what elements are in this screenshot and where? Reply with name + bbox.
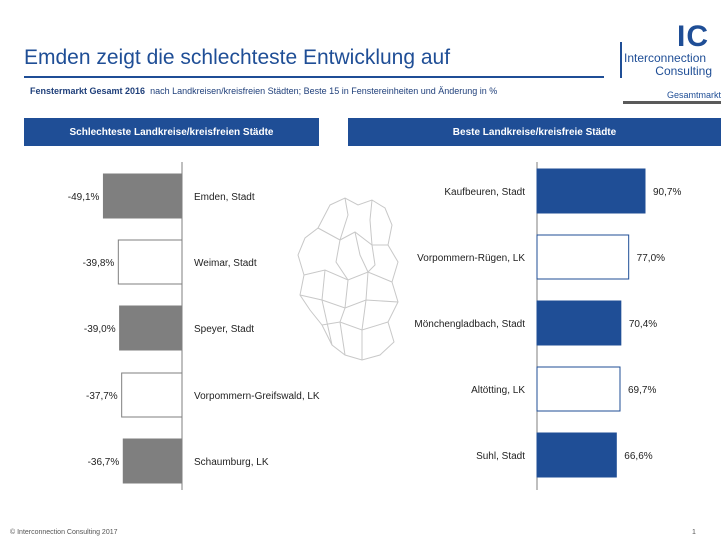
right-bar xyxy=(536,366,621,412)
right-bar-value-label: 90,7% xyxy=(653,187,681,198)
left-bar xyxy=(117,239,183,285)
logo-mark: IC xyxy=(677,20,709,53)
left-bar-category-label: Schaumburg, LK xyxy=(194,457,269,468)
left-bar-value-label: -49,1% xyxy=(68,192,100,203)
left-bar xyxy=(122,438,183,484)
title-divider xyxy=(24,76,604,78)
logo-line1: Interconnection xyxy=(624,51,707,65)
left-bar-category-label: Emden, Stadt xyxy=(194,192,255,203)
left-panel-header: Schlechteste Landkreise/kreisfreien Städ… xyxy=(24,118,319,146)
left-bar-value-label: -39,8% xyxy=(83,258,115,269)
right-bar-value-label: 77,0% xyxy=(637,253,665,264)
left-bar-category-label: Speyer, Stadt xyxy=(194,324,254,335)
right-bar-category-label: Vorpommern-Rügen, LK xyxy=(417,253,525,264)
left-bar xyxy=(102,173,183,219)
right-bar-value-label: 70,4% xyxy=(629,319,657,330)
right-bar xyxy=(536,300,622,346)
left-bar xyxy=(121,372,183,418)
right-bar-category-label: Suhl, Stadt xyxy=(476,451,525,462)
left-bar-category-label: Vorpommern-Greifswald, LK xyxy=(194,391,320,402)
page-subtitle: Fenstermarkt Gesamt 2016 nach Landkreise… xyxy=(30,86,497,96)
company-logo: IC Interconnection Consulting xyxy=(620,22,718,78)
logo-bar xyxy=(620,42,622,78)
right-bar xyxy=(536,432,617,478)
left-bar-value-label: -36,7% xyxy=(88,457,120,468)
right-bar xyxy=(536,234,630,280)
left-bar-category-label: Weimar, Stadt xyxy=(194,258,257,269)
logo-line2: Consulting xyxy=(655,64,712,78)
right-bar-value-label: 66,6% xyxy=(624,451,652,462)
left-bar-value-label: -37,7% xyxy=(86,391,118,402)
footer-copyright: © Interconnection Consulting 2017 xyxy=(10,529,118,536)
left-bar-value-label: -39,0% xyxy=(84,324,116,335)
page-title: Emden zeigt die schlechteste Entwicklung… xyxy=(24,46,451,69)
right-bar xyxy=(536,168,646,214)
right-bar-value-label: 69,7% xyxy=(628,385,656,396)
right-panel-header: Beste Landkreise/kreisfreie Städte xyxy=(348,118,721,146)
badge-divider xyxy=(623,101,721,104)
subtitle-bold: Fenstermarkt Gesamt 2016 xyxy=(30,86,146,96)
subtitle-rest: nach Landkreisen/kreisfreien Städten; Be… xyxy=(150,86,498,96)
right-bar-category-label: Kaufbeuren, Stadt xyxy=(444,187,525,198)
section-badge: Gesamtmarkt xyxy=(666,90,721,100)
right-bar-category-label: Altötting, LK xyxy=(471,385,525,396)
page-number: 1 xyxy=(692,529,696,536)
right-bar-category-label: Mönchengladbach, Stadt xyxy=(414,319,525,330)
left-bar xyxy=(119,305,183,351)
